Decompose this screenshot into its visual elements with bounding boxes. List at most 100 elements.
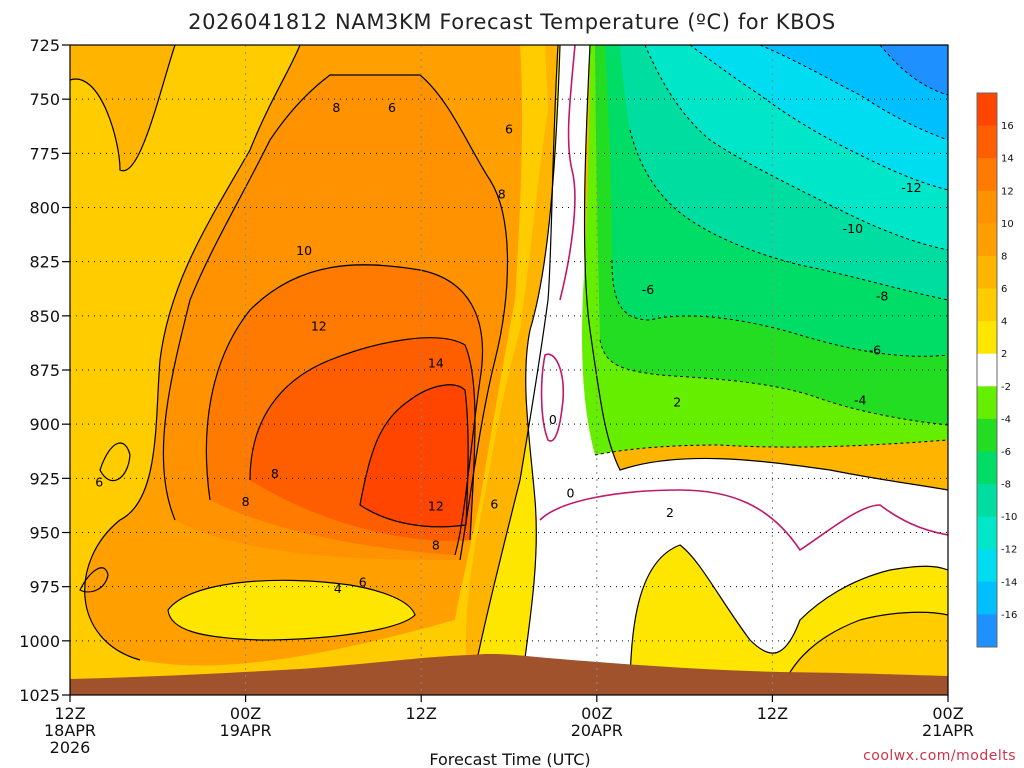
colorbar-bin — [977, 158, 997, 192]
y-axis: 725 750 775 800 825 850 875 900 925 950 975 1000 102… — [19, 36, 70, 705]
colorbar-bin — [977, 386, 997, 420]
colorbar-bin — [977, 549, 997, 583]
contour-label: -6 — [642, 282, 655, 297]
contour-label: 8 — [332, 100, 340, 115]
colorbar-label: -2 — [1001, 382, 1011, 393]
y-tick-label: 875 — [29, 361, 60, 380]
x-tick-year: 2026 — [50, 738, 91, 757]
contour-label: 10 — [296, 243, 312, 258]
colorbar-frame — [976, 92, 998, 648]
colorbar-bin — [977, 581, 997, 615]
contour-label: 6 — [505, 122, 513, 137]
contour-label: 8 — [498, 187, 506, 202]
colorbar-label: 4 — [1001, 317, 1007, 328]
contour-label: 2 — [673, 395, 681, 410]
temperature-field — [70, 45, 948, 695]
x-tick-label: 12Z — [406, 704, 437, 723]
contour-labels: 8 6 6 8 10 12 14 12 8 8 8 6 6 4 6 0 0 2 2 -6 -10 -8 -6 -4 -12 — [95, 100, 921, 596]
contour-label: 8 — [432, 538, 440, 553]
contour-label: -4 — [854, 392, 867, 407]
colorbar-label: -10 — [1001, 512, 1017, 523]
y-tick-label: 850 — [29, 307, 60, 326]
contour-label: 12 — [428, 499, 444, 514]
contour-label: 0 — [549, 412, 557, 427]
terrain-surface — [70, 653, 948, 695]
colorbar-label: -12 — [1001, 545, 1017, 556]
colorbar-bin — [977, 614, 997, 648]
y-tick-label: 800 — [29, 199, 60, 218]
band-cold-16 — [880, 45, 948, 95]
colorbar-bin — [977, 93, 997, 126]
colorbar-bin — [977, 288, 997, 322]
contour-label: -6 — [869, 343, 882, 358]
band-white-neutral — [520, 45, 948, 695]
colorbar-label: -14 — [1001, 577, 1017, 588]
y-tick-label: 975 — [29, 578, 60, 597]
band-low-yellow — [168, 580, 415, 640]
y-tick-label: 925 — [29, 469, 60, 488]
y-tick-label: 1000 — [19, 632, 60, 651]
x-tick-label: 00Z — [230, 704, 261, 723]
y-tick-label: 750 — [29, 90, 60, 109]
colorbar-bin — [977, 223, 997, 257]
contour-label: 2 — [666, 505, 674, 520]
contour-label: 12 — [311, 319, 327, 334]
colorbar-label: 10 — [1001, 219, 1014, 230]
contour-label: 6 — [490, 496, 498, 511]
x-tick-date: 18APR — [44, 721, 96, 740]
colorbar-label: -6 — [1001, 447, 1011, 458]
colorbar: 16 14 12 10 8 6 4 2 -2 -4 -6 -8 -10 -12 -14 -16 — [976, 92, 1017, 648]
colorbar-label: -16 — [1001, 610, 1017, 621]
x-tick-date: 20APR — [571, 721, 623, 740]
contour-label: 8 — [242, 494, 250, 509]
colorbar-bin — [977, 125, 997, 159]
contour-label: 6 — [388, 100, 396, 115]
colorbar-bin — [977, 418, 997, 452]
colorbar-label: 16 — [1001, 121, 1014, 132]
warm-contours — [70, 45, 948, 695]
contour-label: 4 — [334, 581, 342, 596]
y-tick-label: 900 — [29, 415, 60, 434]
x-tick-label: 00Z — [932, 704, 963, 723]
colorbar-bin — [977, 451, 997, 485]
x-axis-label: Forecast Time (UTC) — [429, 750, 590, 768]
x-tick-date: 21APR — [922, 721, 974, 740]
contour-label: 0 — [566, 486, 574, 501]
contour-label: -12 — [901, 180, 921, 195]
band-cold-14 — [760, 45, 948, 140]
y-tick-label: 825 — [29, 253, 60, 272]
contour-label: 6 — [95, 475, 103, 490]
colorbar-bin — [977, 321, 997, 355]
contour-label: 14 — [428, 356, 444, 371]
x-tick-label: 00Z — [581, 704, 612, 723]
y-tick-label: 950 — [29, 524, 60, 543]
colorbar-bin — [977, 353, 997, 387]
freezing-contour — [539, 45, 948, 552]
contour-label: 8 — [271, 466, 279, 481]
colorbar-label: 14 — [1001, 154, 1014, 165]
colorbar-bin — [977, 516, 997, 550]
contour-label: 6 — [359, 574, 367, 589]
y-tick-label: 775 — [29, 144, 60, 163]
y-tick-label: 725 — [29, 36, 60, 55]
x-tick-date: 19APR — [220, 721, 272, 740]
x-tick-label: 12Z — [54, 704, 85, 723]
colorbar-label: 2 — [1001, 349, 1007, 360]
colorbar-bin — [977, 190, 997, 224]
band-14-plus — [360, 384, 469, 527]
contour-label: -8 — [876, 288, 889, 303]
chart-title: 2026041812 NAM3KM Forecast Temperature (… — [188, 10, 836, 34]
colorbar-bin — [977, 484, 997, 518]
y-tick-label: 1025 — [19, 686, 60, 705]
contour-label: -10 — [843, 221, 863, 236]
cold-contours — [594, 45, 948, 456]
colorbar-label: -8 — [1001, 480, 1011, 491]
colorbar-bin — [977, 255, 997, 289]
colorbar-label: 12 — [1001, 186, 1014, 197]
credit-link[interactable]: coolwx.com/modelts — [863, 748, 1016, 764]
colorbar-label: 6 — [1001, 284, 1007, 295]
x-tick-label: 12Z — [757, 704, 788, 723]
colorbar-label: 8 — [1001, 251, 1007, 262]
